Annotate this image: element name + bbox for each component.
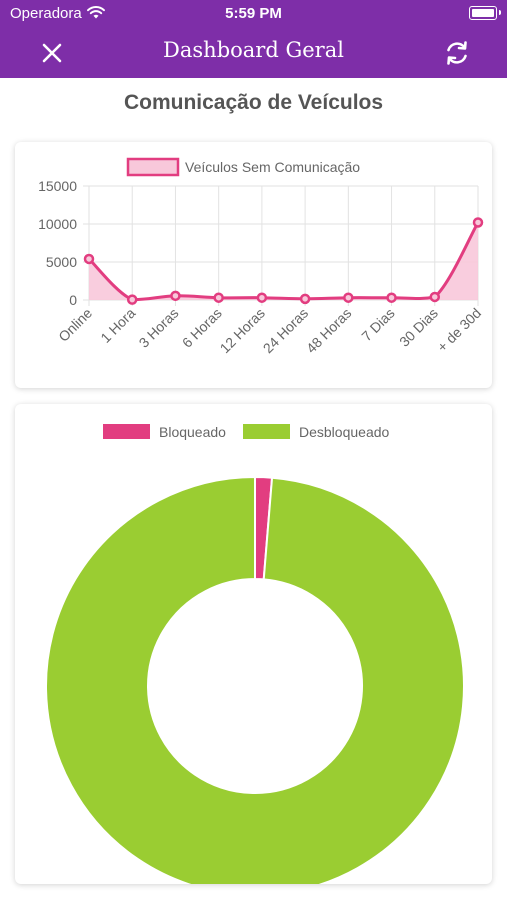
data-point (343, 292, 354, 303)
chart-legend: Veículos Sem Comunicação (126, 157, 360, 177)
close-icon[interactable] (38, 39, 66, 67)
line-chart-card: Veículos Sem Comunicação 0 5000 10000 15000 O… (15, 142, 492, 388)
x-tick-label: + de 30d (434, 305, 484, 355)
x-tick-label: 7 Dias (358, 305, 397, 344)
line-chart: Veículos Sem Comunicação 0 5000 10000 15000 O… (38, 157, 484, 356)
y-tick-label: 10000 (38, 216, 77, 232)
series-area (89, 222, 478, 300)
legend-swatch (126, 157, 180, 177)
x-tick-label: 1 Hora (97, 305, 138, 346)
x-tick-label: 3 Horas (136, 305, 182, 351)
doughnut-chart: Bloqueado Desbloqueado (45, 424, 465, 896)
navigation-bar: Dashboard Geral (0, 28, 507, 78)
data-point (256, 292, 268, 303)
section-title: Comunicação de Veículos (123, 91, 384, 114)
data-point (429, 291, 441, 303)
chart-grid (83, 185, 479, 306)
data-point (299, 293, 311, 305)
x-tick-label: Online (55, 305, 95, 345)
series-line (87, 221, 480, 302)
data-point (170, 290, 181, 302)
x-tick-label: 12 Horas (217, 305, 268, 356)
dashboard-content: Comunicação de Veículos Veículos Sem Com… (0, 78, 507, 900)
legend-label: Veículos Sem Comunicação (185, 159, 360, 175)
y-tick-label: 0 (69, 292, 77, 308)
data-point (386, 292, 397, 303)
y-tick-label: 15000 (38, 178, 77, 194)
page-title: Dashboard Geral (163, 38, 344, 62)
doughnut-chart-card: Bloqueado Desbloqueado (15, 404, 492, 896)
data-point (126, 294, 138, 305)
legend-label: Desbloqueado (299, 424, 390, 440)
wifi-icon (87, 6, 105, 19)
battery-icon (469, 6, 501, 20)
data-point (213, 292, 224, 303)
legend-swatch (103, 424, 150, 439)
status-bar: Operadora 5:59 PM (0, 0, 507, 28)
clock: 5:59 PM (225, 5, 282, 22)
pie-slice-desbloqueado (45, 475, 465, 896)
x-tick-label: 48 Horas (303, 305, 354, 356)
legend-label: Bloqueado (159, 424, 226, 440)
chart-legend: Bloqueado Desbloqueado (103, 424, 390, 440)
y-tick-label: 5000 (46, 254, 77, 270)
x-tick-label: 24 Horas (260, 305, 311, 356)
data-point (83, 253, 95, 265)
carrier-name: Operadora (10, 5, 82, 22)
data-point (472, 217, 484, 228)
refresh-icon[interactable] (443, 39, 471, 67)
legend-swatch (243, 424, 290, 439)
